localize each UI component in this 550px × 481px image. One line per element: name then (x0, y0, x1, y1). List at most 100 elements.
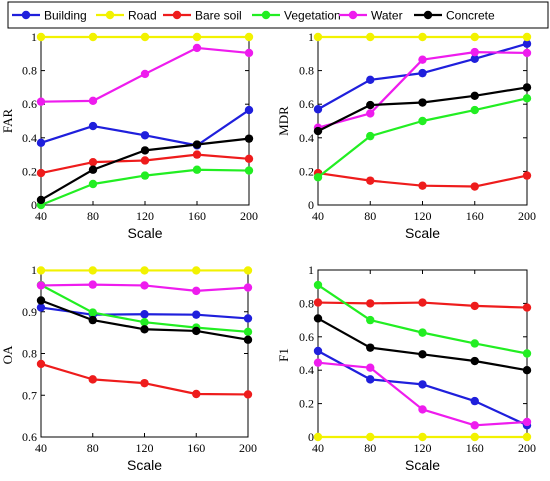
y-tick-label: 0.4 (22, 131, 37, 145)
series-concrete (313, 314, 532, 375)
data-point (140, 146, 150, 155)
x-tick-label: 200 (518, 209, 536, 223)
y-tick-label: 1 (31, 263, 37, 277)
y-tick-label: 0.2 (22, 164, 37, 178)
series-line (317, 361, 528, 427)
chart-panel: 40 80 120 160 200 0 0.2 0.4 0.6 0.8 1 Scale FAR (0, 30, 258, 241)
data-point (522, 171, 532, 180)
data-point (88, 308, 97, 317)
series-bare-soil (36, 150, 254, 178)
data-point (522, 366, 532, 375)
data-point (522, 39, 532, 48)
data-point (243, 390, 253, 399)
y-axis-label: FAR (0, 109, 15, 134)
x-tick-label: 80 (87, 209, 99, 223)
data-point (88, 157, 98, 167)
data-point (36, 266, 46, 275)
y-tick-label: 0 (31, 198, 37, 212)
y-tick-label: 0.2 (299, 164, 314, 178)
data-point (470, 54, 479, 64)
series-concrete (313, 83, 532, 136)
y-axis-label: OA (0, 345, 15, 364)
data-point (243, 335, 253, 344)
y-tick-label: 1 (31, 30, 37, 44)
data-point (313, 173, 323, 182)
data-point (522, 417, 532, 427)
series-water (36, 280, 253, 296)
x-tick-label: 200 (239, 441, 257, 455)
data-point (140, 69, 150, 79)
y-tick-label: 0.8 (22, 64, 37, 78)
legend-label: Building (44, 9, 87, 23)
data-point (470, 339, 479, 348)
series-concrete (36, 296, 253, 344)
x-axis-label: Scale (405, 457, 440, 473)
data-point (244, 32, 254, 42)
data-point (418, 116, 427, 126)
plot-frame (40, 269, 249, 438)
data-point (243, 266, 253, 275)
y-tick-label: 0.9 (22, 305, 37, 319)
data-point (470, 301, 479, 311)
data-point (366, 100, 375, 110)
data-point (470, 356, 479, 366)
chart-panel: 40 80 120 160 200 0 0.2 0.4 0.6 0.8 1 Scale F1 (276, 263, 536, 473)
x-tick-label: 160 (466, 441, 484, 455)
series-bare-soil (313, 168, 532, 191)
data-point (313, 105, 323, 114)
x-tick-label: 40 (312, 209, 324, 223)
data-point (418, 181, 427, 190)
data-point (88, 280, 97, 289)
legend-item: Road (96, 9, 157, 23)
data-point (192, 150, 202, 159)
data-point (522, 83, 532, 92)
data-point (366, 375, 375, 384)
data-point (192, 286, 201, 296)
data-point (470, 32, 479, 42)
y-tick-label: 0.6 (22, 97, 37, 111)
series-building (313, 39, 532, 114)
legend-item: Vegetation (252, 9, 341, 23)
data-point (366, 32, 375, 42)
legend-label: Road (128, 9, 157, 23)
series-vegetation (313, 94, 532, 182)
x-tick-label: 160 (187, 441, 205, 455)
data-point (192, 165, 202, 174)
x-tick-label: 80 (364, 441, 376, 455)
data-point (366, 109, 375, 118)
data-point (313, 32, 323, 42)
data-point (36, 97, 46, 106)
data-point (244, 48, 254, 58)
data-point (366, 176, 375, 185)
data-point (36, 168, 46, 178)
data-point (243, 283, 253, 292)
data-point (140, 378, 149, 388)
data-point (36, 32, 46, 42)
series-line (317, 317, 528, 372)
data-point (470, 105, 479, 115)
data-point (192, 43, 202, 53)
legend-item: Concrete (414, 9, 495, 23)
data-point (244, 166, 254, 175)
data-point (36, 138, 46, 148)
y-tick-label: 0.7 (22, 388, 37, 402)
legend-label: Water (371, 9, 403, 23)
data-point (366, 315, 375, 325)
data-point (313, 314, 323, 323)
data-point (140, 310, 149, 319)
data-point (522, 94, 532, 103)
x-tick-label: 80 (87, 441, 99, 455)
data-point (88, 165, 98, 174)
legend-label: Concrete (446, 9, 495, 23)
data-point (418, 432, 427, 442)
data-point (244, 154, 254, 163)
data-point (418, 350, 427, 359)
data-point (470, 182, 479, 191)
x-tick-label: 120 (414, 209, 432, 223)
legend-marker (172, 10, 182, 20)
legend: Building Road Bare soil Vegetation Water Conc… (7, 1, 549, 29)
data-point (244, 134, 254, 143)
data-point (244, 105, 254, 115)
legend-marker (261, 10, 271, 20)
